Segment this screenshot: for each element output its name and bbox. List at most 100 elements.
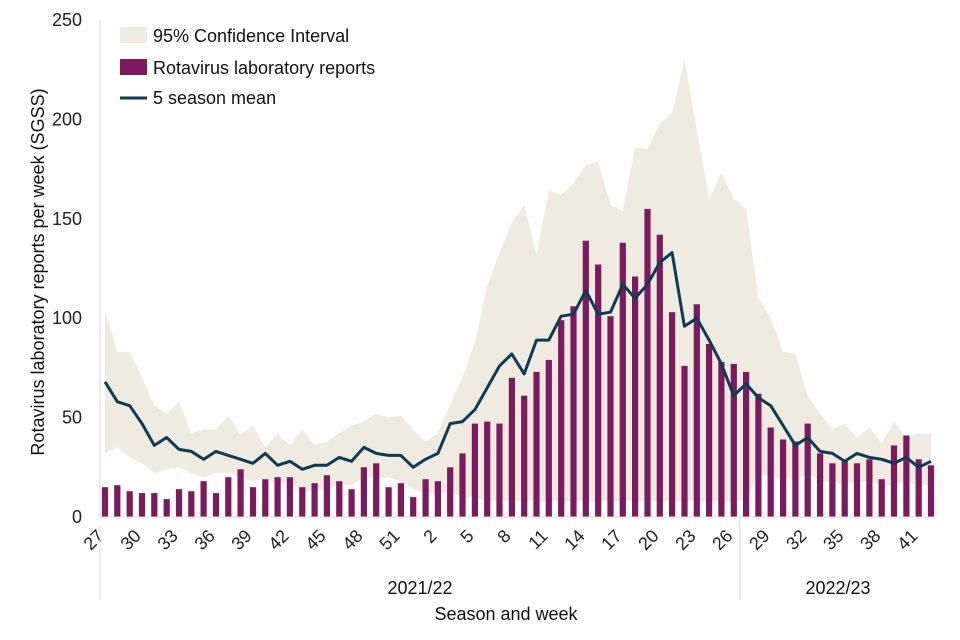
x-tick-label: 41 [893, 526, 921, 554]
bar-week-36-9 [212, 493, 220, 517]
bar-week-43-16 [299, 487, 306, 517]
y-tick-label: 200 [52, 109, 82, 129]
x-tick-label: 8 [493, 526, 514, 547]
bar-week-35-60 [841, 461, 848, 517]
x-tick-label: 36 [191, 526, 219, 554]
season-label: 2022/23 [805, 578, 870, 598]
bar-week-36-61 [853, 463, 861, 517]
bar-week-5-30 [471, 423, 478, 517]
bar-week-32-5 [163, 499, 170, 517]
bar-week-35-8 [200, 481, 207, 517]
bar-week-40-13 [262, 479, 269, 517]
x-tick-label: 26 [708, 526, 736, 554]
legend-swatch-bars [120, 59, 147, 75]
bar-week-28-1 [114, 485, 121, 517]
y-tick-label: 150 [52, 209, 82, 229]
bar-week-46-19 [336, 481, 343, 517]
bar-week-38-11 [237, 469, 244, 517]
x-tick-label: 39 [227, 526, 255, 554]
x-tick-label: 42 [264, 526, 292, 554]
bar-week-19-44 [644, 208, 651, 517]
x-tick-label: 20 [634, 526, 662, 554]
x-tick-label: 30 [117, 526, 145, 554]
bar-week-27-0 [101, 487, 109, 517]
bar-week-1-26 [422, 479, 429, 517]
bar-week-42-67 [927, 465, 935, 517]
x-tick-label: 45 [301, 526, 329, 554]
bar-week-44-17 [311, 483, 318, 517]
y-tick-label: 0 [72, 507, 82, 527]
bar-week-25-50 [718, 361, 725, 517]
bar-week-37-10 [225, 477, 232, 517]
bar-week-41-66 [915, 459, 922, 517]
season-label: 2021/22 [387, 578, 452, 598]
y-tick-label: 250 [52, 10, 82, 30]
bar-week-30-3 [138, 493, 146, 517]
bar-week-49-22 [373, 463, 380, 517]
bar-week-17-42 [619, 242, 626, 517]
mean-line-layer [103, 251, 932, 471]
bar-week-7-32 [496, 423, 503, 517]
bar-week-26-51 [730, 363, 737, 517]
y-axis-title: Rotavirus laboratory reports per week (S… [28, 88, 48, 455]
bar-layer [101, 208, 935, 517]
bar-week-31-4 [151, 493, 158, 517]
x-tick-label: 35 [819, 526, 847, 554]
legend-swatch-ci [120, 27, 147, 43]
bar-week-16-41 [607, 316, 614, 517]
bar-week-9-34 [521, 395, 528, 517]
bar-week-27-52 [743, 371, 750, 517]
bar-week-42-15 [286, 477, 293, 517]
bar-week-8-33 [508, 377, 515, 517]
x-tick-label: 29 [745, 526, 773, 554]
x-tick-label: 5 [457, 526, 478, 547]
x-tick-label: 27 [80, 526, 108, 554]
x-tick-label: 32 [782, 526, 810, 554]
five-season-mean-line [103, 251, 932, 471]
bar-week-2-27 [434, 481, 441, 517]
x-axis-title: Season and week [434, 604, 578, 624]
bar-week-39-64 [890, 445, 898, 517]
bar-week-40-65 [903, 435, 910, 517]
bar-week-30-55 [780, 439, 787, 517]
bar-week-38-63 [878, 479, 885, 517]
legend: 95% Confidence Interval Rotavirus laborat… [120, 26, 375, 108]
bar-week-28-53 [755, 393, 762, 517]
bar-week-37-62 [866, 459, 873, 517]
bar-week-12-37 [558, 320, 565, 517]
legend-label-line: 5 season mean [153, 88, 276, 108]
bar-week-50-23 [385, 487, 392, 517]
bar-week-32-57 [804, 423, 811, 517]
x-tick-label: 33 [154, 526, 182, 554]
x-tick-label: 2 [420, 526, 441, 547]
x-tick-label: 48 [338, 526, 366, 554]
bar-week-33-58 [817, 453, 824, 517]
bar-week-34-59 [829, 463, 836, 517]
bar-week-15-40 [595, 264, 602, 517]
bar-week-33-6 [175, 489, 183, 517]
bar-week-22-47 [681, 365, 688, 517]
x-tick-label: 14 [560, 526, 588, 554]
x-tick-label: 51 [375, 526, 403, 554]
bar-week-29-54 [767, 427, 774, 517]
bar-week-51-24 [397, 483, 404, 517]
bar-week-45-18 [323, 475, 330, 517]
y-tick-label: 50 [62, 408, 82, 428]
bar-week-14-39 [582, 240, 589, 517]
bar-week-6-31 [484, 421, 491, 517]
bar-week-20-45 [656, 234, 663, 517]
bar-week-18-43 [632, 276, 639, 517]
bar-week-31-56 [792, 441, 799, 517]
x-tick-label: 17 [597, 526, 625, 554]
bar-week-24-49 [706, 344, 713, 517]
bar-week-41-14 [274, 477, 281, 517]
x-tick-label: 11 [524, 526, 551, 553]
bar-week-3-28 [447, 467, 454, 517]
bar-week-11-36 [545, 359, 552, 517]
bar-week-4-29 [459, 453, 466, 517]
legend-label-bars: Rotavirus laboratory reports [153, 58, 375, 78]
bar-week-10-35 [533, 371, 540, 517]
bar-week-52-25 [410, 497, 417, 517]
